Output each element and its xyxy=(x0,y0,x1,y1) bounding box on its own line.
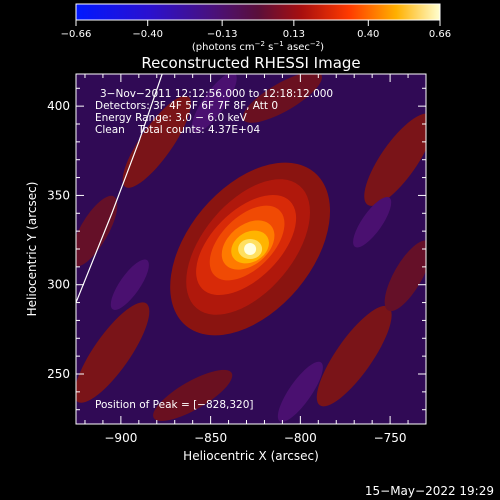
image-sidelobes xyxy=(76,74,426,423)
colorbar-tick-label-1: −0.40 xyxy=(132,29,163,40)
colorbar-unit: (photons cm−2 s−1 asec−2) xyxy=(192,40,324,53)
colorbar-tick-label-0: −0.66 xyxy=(61,29,92,40)
sidelobe-band-7 xyxy=(76,195,118,267)
x-tick-label-2: −800 xyxy=(284,431,317,445)
sidelobe-band-4 xyxy=(242,74,323,123)
x-tick-label-1: −850 xyxy=(194,431,227,445)
axis-ticks: −900 −850 −800 −750 250 300 350 400 xyxy=(47,74,427,445)
annotation-time-range: 3−Nov−2011 12:12:56.000 to 12:18:12.000 xyxy=(100,88,333,100)
x-axis-label: Heliocentric X (arcsec) xyxy=(183,449,319,463)
annotation-energy-range: Energy Range: 3.0 − 6.0 keV xyxy=(95,112,248,124)
colorbar-tick-label-4: 0.40 xyxy=(357,29,379,40)
y-axis-label: Heliocentric Y (arcsec) xyxy=(25,182,39,317)
colorbar-ticks: −0.66 −0.40 −0.13 0.13 0.40 0.66 xyxy=(61,20,451,40)
chart-title: Reconstructed RHESSI Image xyxy=(141,54,360,72)
sidelobe-band-6 xyxy=(384,240,426,312)
y-tick-label-3: 400 xyxy=(47,99,70,113)
sidelobe-band-10 xyxy=(353,196,392,248)
colorbar xyxy=(75,3,441,21)
y-tick-label-2: 350 xyxy=(47,188,70,202)
source-contour-7 xyxy=(244,243,257,255)
annotation-peak-position: Position of Peak = [−828,320] xyxy=(95,399,254,411)
footer-date: 15−May−2022 19:29 xyxy=(365,484,494,498)
sidelobe-band-8 xyxy=(191,74,237,133)
colorbar-tick-label-5: 0.66 xyxy=(429,29,451,40)
y-tick-label-1: 300 xyxy=(47,278,70,292)
colorbar-tick-label-3: 0.13 xyxy=(283,29,305,40)
sidelobe-band-1 xyxy=(122,95,191,188)
sidelobe-band-3 xyxy=(364,113,426,206)
annotation-total-counts: Clean Total counts: 4.37E+04 xyxy=(95,124,260,136)
x-tick-label-0: −900 xyxy=(104,431,137,445)
colorbar-tick-label-2: −0.13 xyxy=(207,29,238,40)
y-tick-label-0: 250 xyxy=(47,367,70,381)
annotation-detectors: Detectors: 3F 4F 5F 6F 7F 8F, Att 0 xyxy=(95,100,278,112)
sidelobe-band-5 xyxy=(153,369,233,421)
sidelobe-band-11 xyxy=(110,259,149,310)
sidelobe-band-9 xyxy=(277,361,323,423)
solar-limb-curve xyxy=(76,74,163,303)
sidelobe-band-2 xyxy=(316,305,392,407)
sidelobe-band-0 xyxy=(76,302,150,403)
x-tick-label-3: −750 xyxy=(374,431,407,445)
image-source xyxy=(170,162,331,336)
